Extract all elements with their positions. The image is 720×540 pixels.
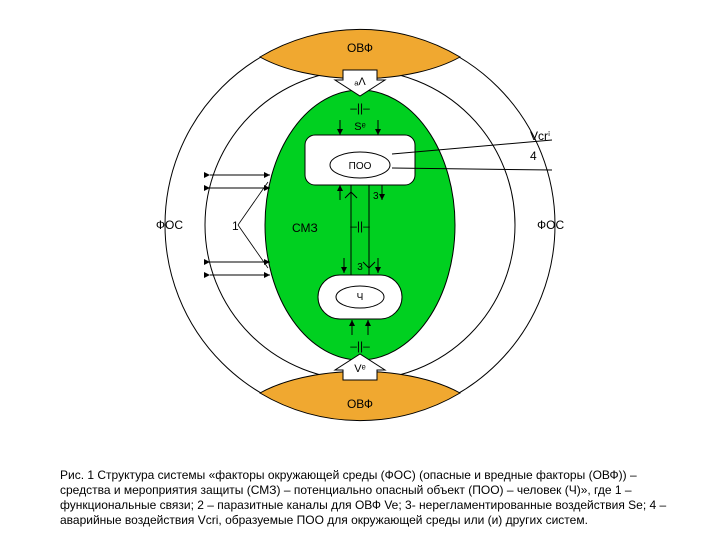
label-smz: СМЗ: [292, 221, 318, 235]
label-poo: ПОО: [349, 161, 372, 172]
label-paras-bottom: –||–: [350, 339, 370, 353]
label-fos-right: ФОС: [537, 218, 564, 232]
label-ve: Vᵉ: [354, 363, 365, 375]
label-fos-left: ФОС: [156, 218, 183, 232]
label-1: 1: [232, 219, 239, 233]
label-ch: Ч: [357, 292, 364, 303]
label-al: ₐΛ: [354, 76, 366, 88]
diagram-svg: ОВФ ОВФ ФОС ФОС СМЗ ПОО Ч Sᵉ Vᵉ ₐΛ Vcrⁱ …: [0, 0, 720, 540]
label-ovf-top: ОВФ: [347, 41, 373, 55]
figure-caption: Рис. 1 Структура системы «факторы окружа…: [60, 468, 680, 528]
label-4: 4: [530, 149, 537, 163]
label-3b: 3: [357, 262, 363, 273]
diagram-root: ОВФ ОВФ ФОС ФОС СМЗ ПОО Ч Sᵉ Vᵉ ₐΛ Vcrⁱ …: [0, 0, 720, 540]
label-se: Sᵉ: [354, 121, 365, 133]
label-3a: 3: [373, 191, 379, 202]
label-ovf-bottom: ОВФ: [347, 397, 373, 411]
left-exchange-arrows: [210, 175, 270, 275]
label-paras-mid: –||–: [350, 219, 370, 233]
label-vcri: Vcrⁱ: [530, 129, 550, 143]
diagram-group: ОВФ ОВФ ФОС ФОС СМЗ ПОО Ч Sᵉ Vᵉ ₐΛ Vcrⁱ …: [156, 29, 565, 420]
leader-1: [238, 182, 268, 268]
label-paras-top: –||–: [350, 101, 370, 115]
